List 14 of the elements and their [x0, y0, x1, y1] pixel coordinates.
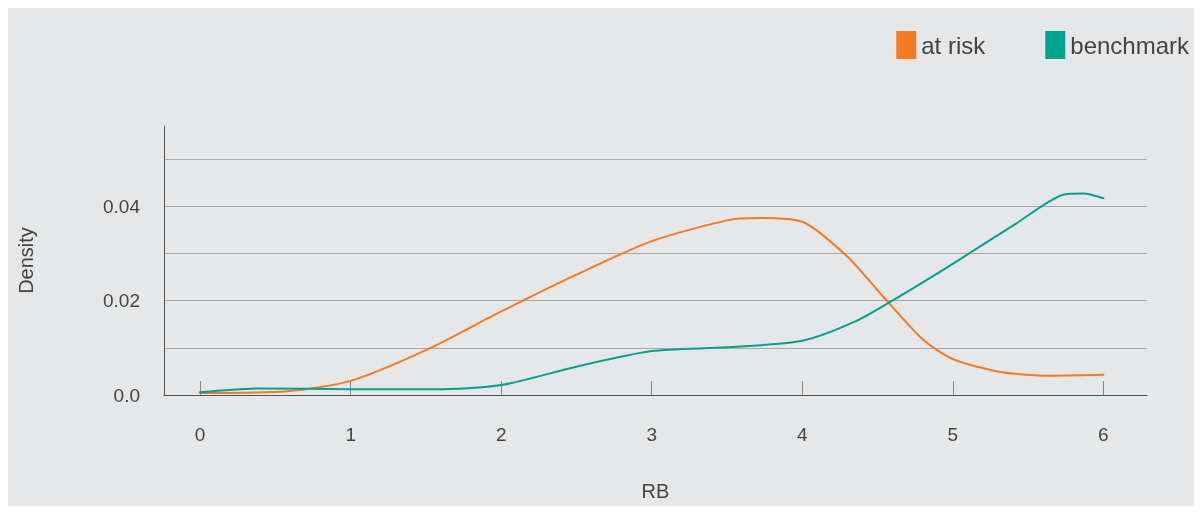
x-tick-label: 4: [796, 424, 808, 445]
legend-label: benchmark: [1070, 31, 1190, 59]
x-axis-title: RB: [641, 480, 670, 502]
x-tick-label: 3: [646, 424, 658, 445]
y-tick-label: 0.0: [113, 384, 140, 406]
x-tick-label: 1: [345, 424, 356, 445]
x-tick-label: 0: [194, 424, 206, 445]
x-tick-label: 5: [947, 424, 959, 445]
x-tick-label: 6: [1098, 424, 1109, 445]
legend-label: at risk: [921, 31, 987, 59]
y-tick-label: 0.04: [103, 195, 141, 217]
x-tick-label: 2: [495, 424, 507, 445]
y-axis-title: Density: [15, 227, 37, 294]
y-tick-label: 0.02: [103, 290, 140, 312]
